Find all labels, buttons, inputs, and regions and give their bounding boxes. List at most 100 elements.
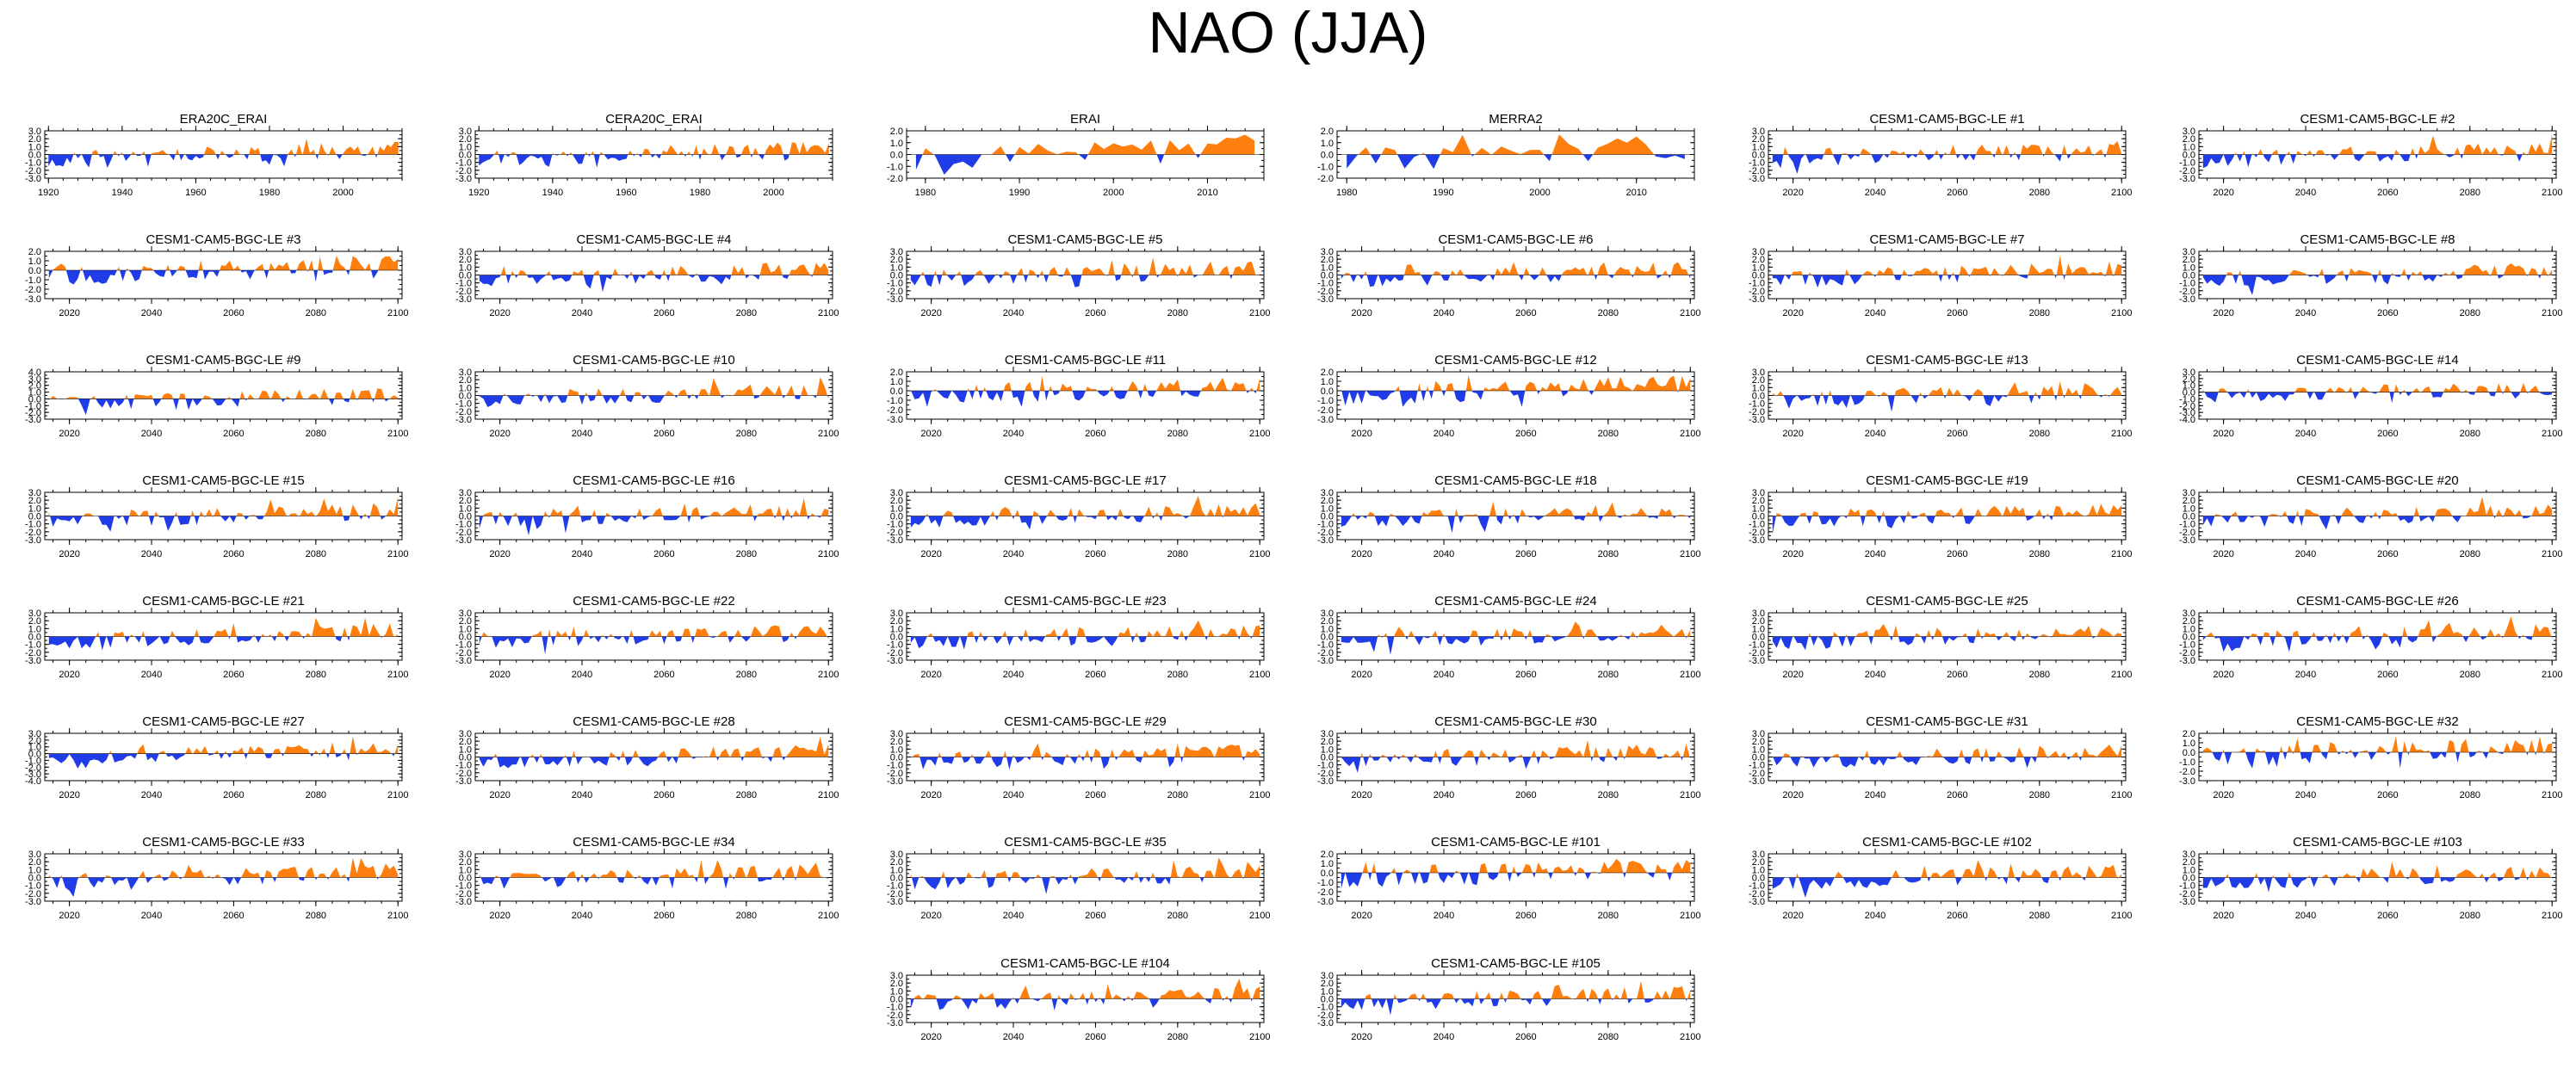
panel-title: CESM1-CAM5-BGC-LE #1 <box>1869 112 2024 127</box>
x-tick-label: 2000 <box>1529 188 1550 198</box>
y-tick-label: 2.0 <box>1752 857 1765 868</box>
panel-title: CESM1-CAM5-BGC-LE #24 <box>1434 594 1596 609</box>
x-tick-label: 2100 <box>1680 429 1700 439</box>
x-tick-label: 2100 <box>387 549 408 559</box>
y-tick-label: -1.0 <box>455 399 472 410</box>
panel-title: CESM1-CAM5-BGC-LE #101 <box>1431 835 1601 850</box>
y-tick-label: 2.0 <box>28 134 41 145</box>
y-tick-label: 0.0 <box>2183 512 2195 522</box>
y-tick-label: 1.0 <box>459 624 472 634</box>
y-tick-label: -3.0 <box>1749 776 1765 787</box>
panel-title: CESM1-CAM5-BGC-LE #33 <box>142 835 304 850</box>
y-tick-label: -3.0 <box>1317 897 1334 907</box>
positive-area <box>926 496 1260 516</box>
x-tick-label: 2060 <box>223 790 244 800</box>
x-tick-label: 2020 <box>920 429 941 439</box>
negative-area <box>910 998 1253 1010</box>
y-tick-label: 2.0 <box>28 247 41 257</box>
x-tick-label: 2100 <box>2542 188 2562 198</box>
y-tick-label: 2.0 <box>890 127 903 137</box>
y-tick-label: -2.0 <box>1317 887 1334 898</box>
y-tick-label: 2.0 <box>890 857 903 868</box>
x-tick-label: 2100 <box>818 429 839 439</box>
y-tick-label: 0.0 <box>459 392 472 402</box>
y-tick-label: -1.0 <box>2179 881 2195 892</box>
y-tick-label: 2.0 <box>1321 979 1334 989</box>
panel-title: CESM1-CAM5-BGC-LE #4 <box>576 232 731 247</box>
panel-title: CESM1-CAM5-BGC-LE #17 <box>1004 473 1166 488</box>
y-tick-label: -3.0 <box>1749 535 1765 546</box>
x-tick-label: 2100 <box>1680 549 1700 559</box>
panel-title: CESM1-CAM5-BGC-LE #7 <box>1869 232 2024 247</box>
positive-area <box>479 860 825 878</box>
negative-area <box>2202 636 2553 652</box>
y-tick-label: -3.0 <box>887 897 903 907</box>
x-tick-label: 2020 <box>2213 549 2233 559</box>
x-tick-label: 2040 <box>141 429 162 439</box>
panel: CESM1-CAM5-BGC-LE #11 2.01.00.0-1.0-2.0-3… <box>887 353 1270 439</box>
y-tick-label: 2.0 <box>890 368 903 378</box>
y-tick-label: 1.0 <box>459 142 472 152</box>
panel: CESM1-CAM5-BGC-LE #6 3.02.01.00.0-1.0-2.0… <box>1317 232 1700 318</box>
y-tick-label: -4.0 <box>2179 415 2195 425</box>
positive-area <box>2202 382 2540 392</box>
x-tick-label: 2000 <box>1103 188 1124 198</box>
positive-area <box>1358 134 1655 155</box>
x-tick-label: 2100 <box>387 429 408 439</box>
y-tick-label: 0.0 <box>1321 868 1334 879</box>
x-tick-label: 2060 <box>1515 308 1536 318</box>
x-tick-label: 2100 <box>2111 549 2132 559</box>
x-tick-label: 2100 <box>1249 1032 1270 1042</box>
x-tick-label: 2080 <box>736 790 757 800</box>
positive-area <box>48 497 399 516</box>
x-tick-label: 2040 <box>1434 670 1454 680</box>
panel-title: CESM1-CAM5-BGC-LE #23 <box>1004 594 1166 609</box>
y-tick-label: 1.0 <box>890 986 903 997</box>
y-tick-label: 3.0 <box>1321 488 1334 498</box>
y-tick-label: -3.0 <box>887 1018 903 1029</box>
x-tick-label: 2040 <box>141 308 162 318</box>
x-tick-label: 2020 <box>59 790 79 800</box>
positive-area <box>2226 862 2552 878</box>
y-tick-label: -2.0 <box>2179 528 2195 538</box>
panel-title: CESM1-CAM5-BGC-LE #8 <box>2300 232 2455 247</box>
x-tick-label: 2080 <box>2029 549 2050 559</box>
x-tick-label: 2060 <box>2377 549 2398 559</box>
x-tick-label: 2080 <box>736 308 757 318</box>
y-tick-label: -3.0 <box>455 174 472 184</box>
y-tick-label: -3.0 <box>455 656 472 666</box>
y-tick-label: 0.0 <box>1752 392 1765 402</box>
panel-title: CESM1-CAM5-BGC-LE #13 <box>1866 353 2028 368</box>
x-tick-label: 2100 <box>2111 188 2132 198</box>
x-tick-label: 2040 <box>1003 790 1024 800</box>
y-tick-label: -3.0 <box>2179 897 2195 907</box>
positive-area <box>1365 981 1691 999</box>
x-tick-label: 1990 <box>1009 188 1030 198</box>
y-tick-label: 2.0 <box>459 496 472 506</box>
y-tick-label: -2.0 <box>1749 528 1765 538</box>
y-tick-label: 0.0 <box>2183 874 2195 884</box>
x-tick-label: 2040 <box>1003 911 1024 921</box>
x-tick-label: 2080 <box>306 790 326 800</box>
panel: CESM1-CAM5-BGC-LE #28 3.02.01.00.0-1.0-2.… <box>455 714 839 800</box>
y-tick-label: 1.0 <box>459 865 472 875</box>
negative-area <box>1772 877 2119 898</box>
y-tick-label: 1.0 <box>28 388 41 399</box>
positive-area <box>1783 141 2122 155</box>
y-tick-label: -3.0 <box>2179 535 2195 546</box>
x-tick-label: 2080 <box>1167 1032 1188 1042</box>
y-tick-label: -3.0 <box>455 776 472 787</box>
x-tick-label: 2060 <box>1515 1032 1536 1042</box>
x-tick-label: 2060 <box>1947 549 1967 559</box>
panel: CESM1-CAM5-BGC-LE #33 3.02.01.00.0-1.0-2.… <box>25 835 408 921</box>
y-tick-label: 3.0 <box>890 247 903 257</box>
y-tick-label: 2.0 <box>459 255 472 265</box>
y-tick-label: 2.0 <box>1752 616 1765 627</box>
panel: CESM1-CAM5-BGC-LE #20 3.02.01.00.0-1.0-2.… <box>2179 473 2562 559</box>
y-tick-label: 2.0 <box>1321 127 1334 137</box>
y-tick-label: 1.0 <box>1752 504 1765 514</box>
y-tick-label: 1.0 <box>2183 504 2195 514</box>
x-tick-label: 2020 <box>1782 670 1803 680</box>
negative-area <box>2202 516 2532 530</box>
